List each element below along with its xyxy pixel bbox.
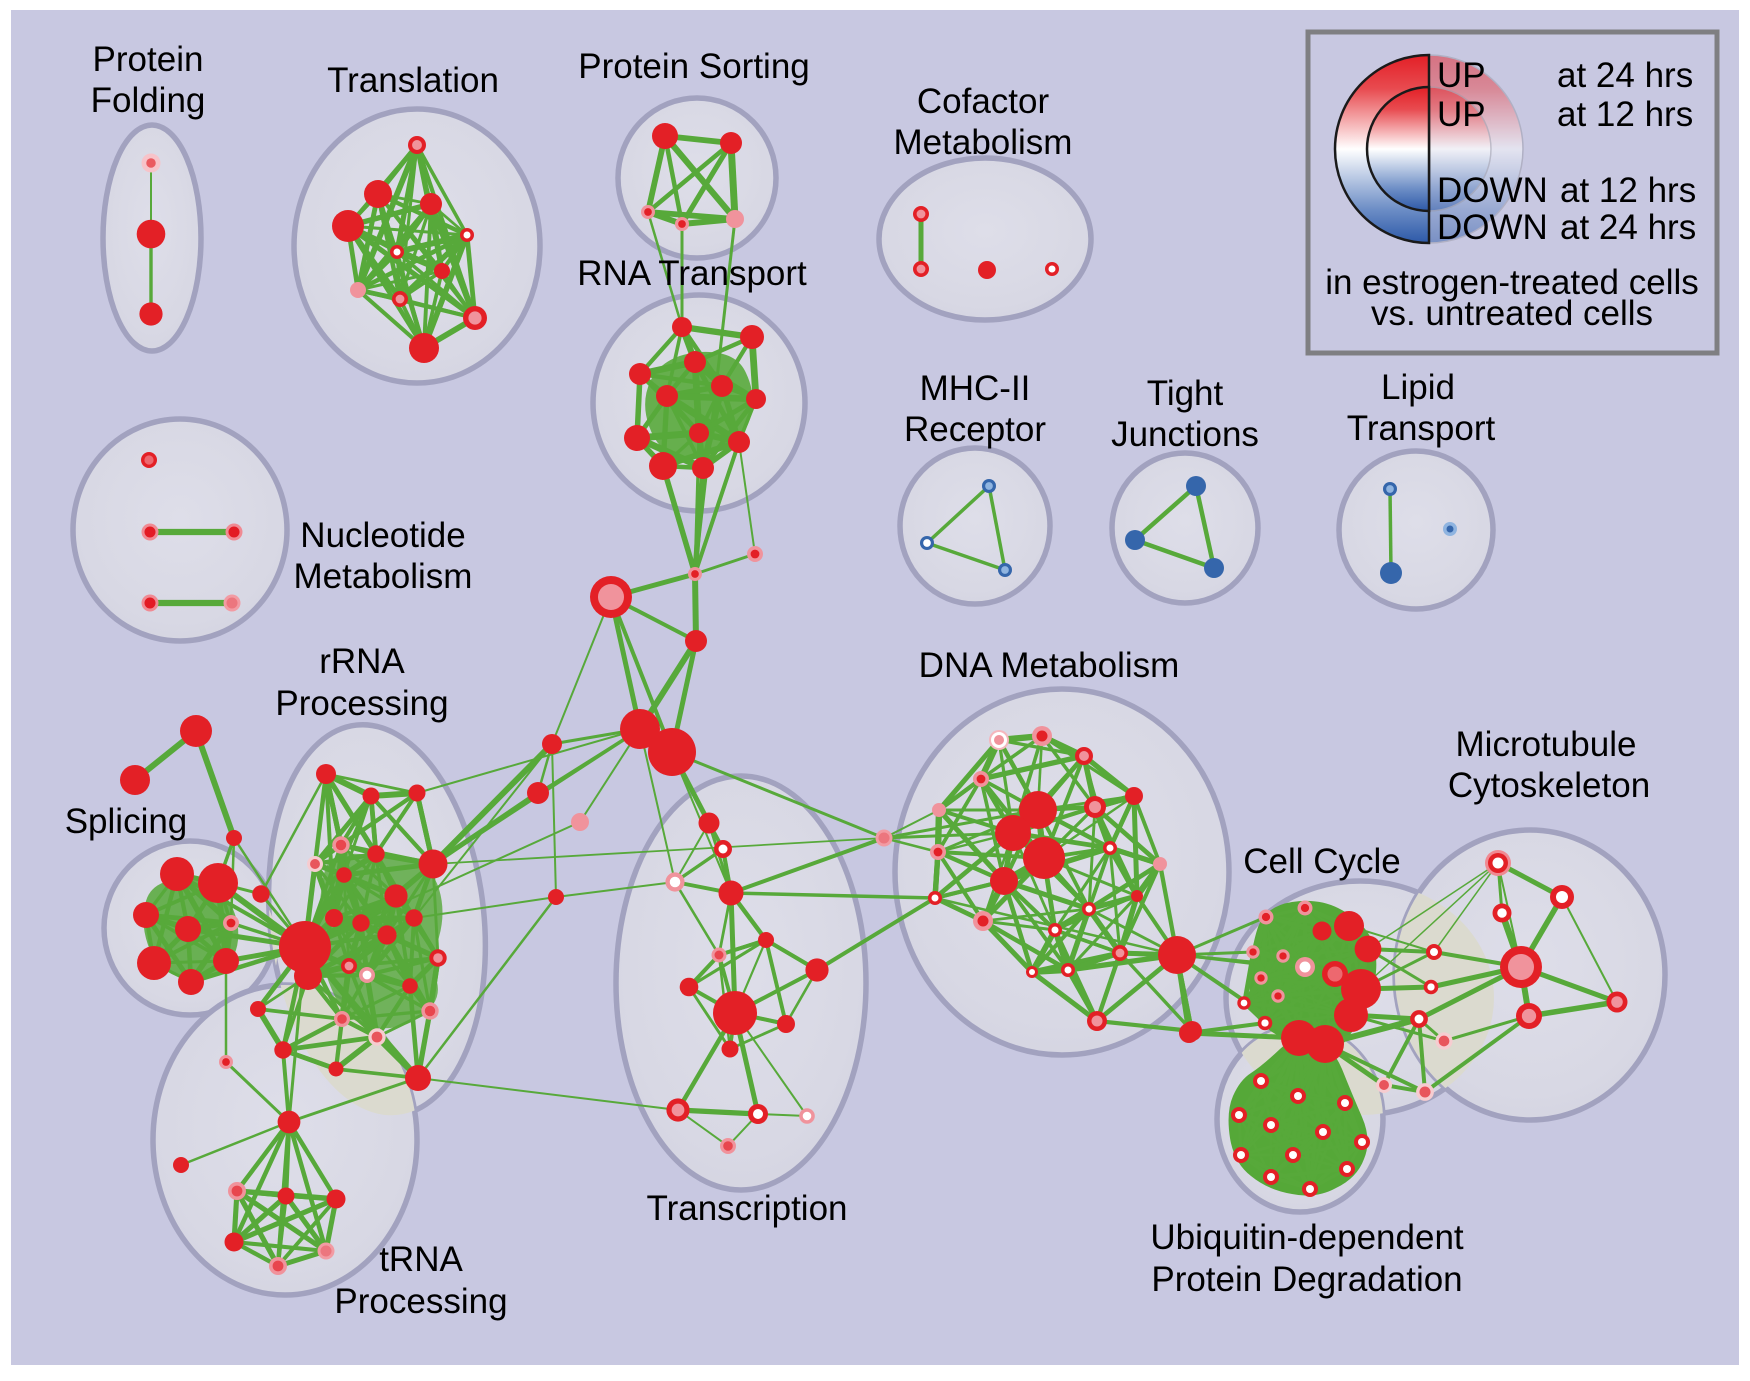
svg-text:Ubiquitin-dependent: Ubiquitin-dependent (1150, 1218, 1464, 1257)
svg-text:DOWN: DOWN (1437, 171, 1548, 210)
svg-text:MHC-II: MHC-II (920, 369, 1031, 408)
svg-text:Protein: Protein (93, 40, 204, 79)
svg-text:vs. untreated cells: vs. untreated cells (1371, 294, 1653, 333)
svg-text:Processing: Processing (334, 1282, 507, 1321)
svg-text:Lipid: Lipid (1381, 368, 1455, 407)
svg-text:Junctions: Junctions (1111, 415, 1259, 454)
svg-text:Tight: Tight (1147, 374, 1224, 413)
svg-text:Nucleotide: Nucleotide (300, 516, 465, 555)
svg-text:Metabolism: Metabolism (294, 557, 473, 596)
svg-text:DOWN: DOWN (1437, 208, 1548, 247)
svg-text:at 12 hrs: at 12 hrs (1560, 171, 1696, 210)
svg-text:Microtubule: Microtubule (1456, 725, 1637, 764)
svg-text:UP: UP (1437, 95, 1486, 134)
svg-text:Cytoskeleton: Cytoskeleton (1448, 766, 1650, 805)
svg-text:Protein Sorting: Protein Sorting (578, 47, 810, 86)
svg-text:DNA Metabolism: DNA Metabolism (919, 646, 1180, 685)
svg-text:in estrogen-treated cells: in estrogen-treated cells (1325, 263, 1699, 302)
svg-text:rRNA: rRNA (319, 642, 405, 681)
svg-text:Transcription: Transcription (647, 1189, 848, 1228)
svg-text:at 12 hrs: at 12 hrs (1557, 95, 1693, 134)
svg-text:Cofactor: Cofactor (917, 82, 1050, 121)
svg-text:Splicing: Splicing (65, 802, 188, 841)
svg-text:tRNA: tRNA (379, 1240, 463, 1279)
svg-text:Metabolism: Metabolism (894, 123, 1073, 162)
svg-text:Folding: Folding (91, 81, 206, 120)
svg-text:UP: UP (1437, 56, 1486, 95)
svg-text:Translation: Translation (327, 61, 499, 100)
svg-text:Processing: Processing (275, 684, 448, 723)
svg-text:at 24 hrs: at 24 hrs (1560, 208, 1696, 247)
svg-text:Receptor: Receptor (904, 410, 1046, 449)
svg-text:Transport: Transport (1347, 409, 1496, 448)
svg-text:RNA Transport: RNA Transport (577, 254, 807, 293)
svg-text:Cell Cycle: Cell Cycle (1243, 842, 1401, 881)
svg-text:at 24 hrs: at 24 hrs (1557, 56, 1693, 95)
svg-text:Protein Degradation: Protein Degradation (1151, 1260, 1462, 1299)
